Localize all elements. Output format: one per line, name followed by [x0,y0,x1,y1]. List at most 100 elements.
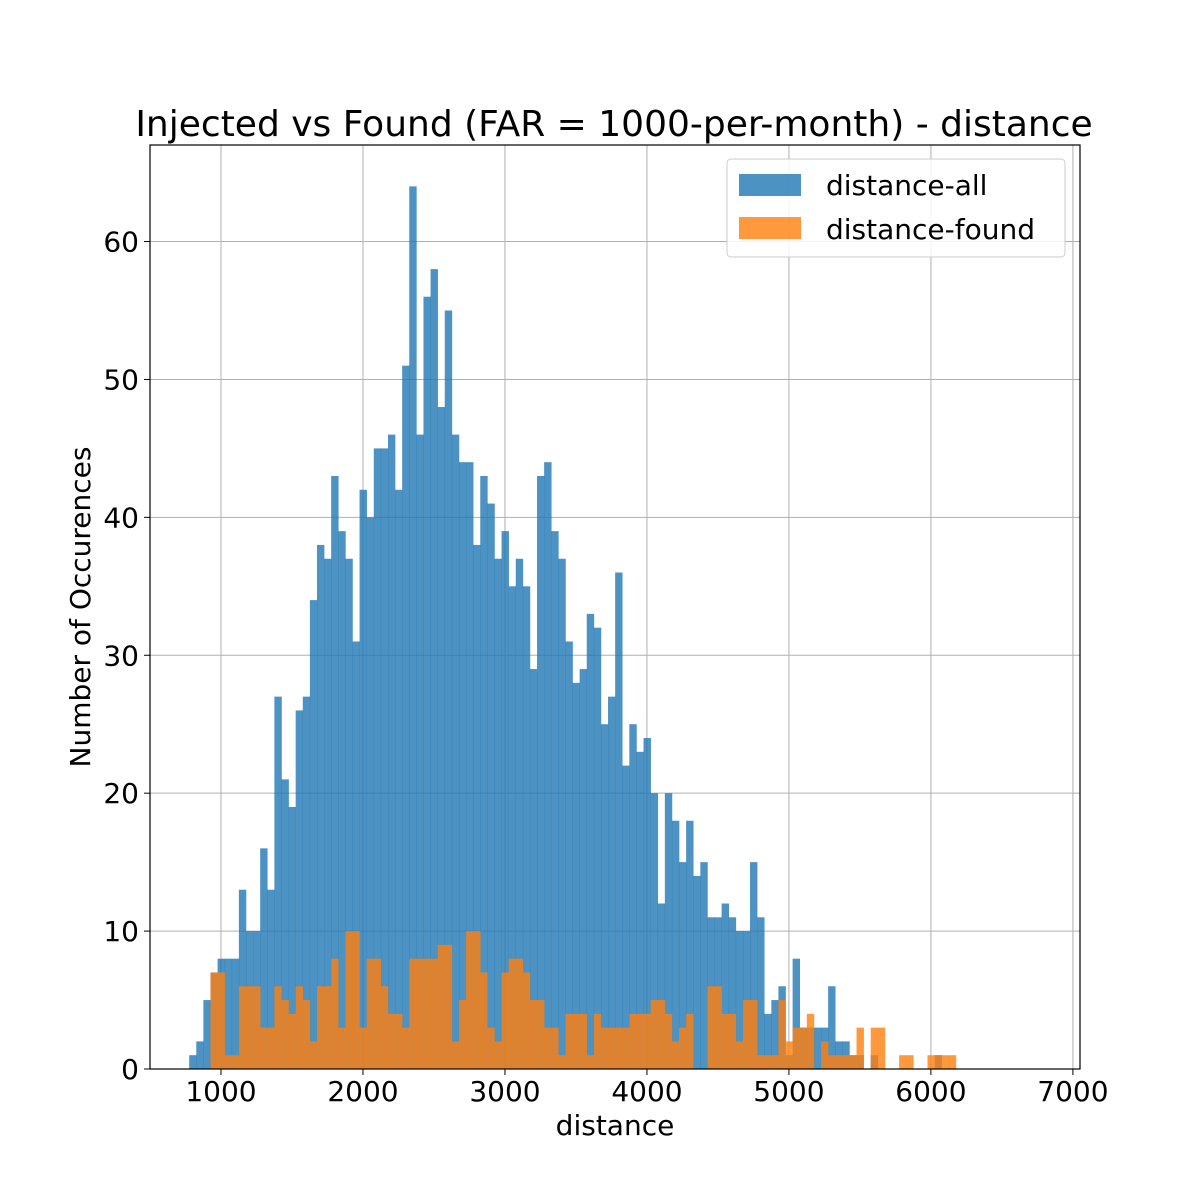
bar-distance-found [316,986,325,1069]
bar-distance-found [487,1027,495,1069]
bar-distance-all [373,448,382,1070]
bar-distance-all [309,600,318,1069]
bar-distance-found [757,1055,765,1069]
bar-distance-all [288,806,296,1069]
bar-distance-all [750,862,758,1069]
bar-distance-found [395,1013,403,1069]
bar-distance-found [927,1055,935,1069]
bar-distance-all [508,586,517,1069]
bar-distance-found [877,1027,886,1069]
bar-distance-all [828,986,836,1069]
bar-distance-found [380,986,389,1069]
x-tick-label: 1000 [185,1075,256,1108]
bar-distance-all [402,365,410,1069]
x-tick-label: 5000 [753,1075,824,1108]
bar-distance-all [721,903,730,1069]
bar-distance-all [629,724,637,1069]
bar-distance-all [586,613,595,1069]
bar-distance-all [636,751,644,1069]
bar-distance-all [593,627,602,1069]
bar-distance-all [437,407,446,1069]
bar-distance-found [544,1027,552,1069]
y-tick-label: 0 [121,1053,139,1086]
bar-distance-all [331,475,339,1069]
bar-distance-all [735,931,744,1069]
bar-distance-all [480,475,488,1069]
bar-distance-found [636,1013,644,1069]
bar-distance-found [522,972,531,1069]
bar-distance-found [835,1055,843,1069]
bar-distance-all [316,544,325,1069]
bar-distance-found [792,1027,801,1069]
bar-distance-found [686,1013,694,1069]
bar-distance-all [473,544,481,1069]
bar-distance-found [679,1027,687,1069]
bar-distance-all [281,779,289,1069]
bar-distance-all [529,669,538,1069]
bar-distance-found [537,1000,545,1069]
bar-distance-found [821,1041,829,1069]
bar-distance-found [870,1027,879,1069]
bar-distance-all [664,793,673,1069]
bar-distance-all [522,586,531,1069]
bar-distance-found [948,1055,957,1069]
bar-distance-found [664,1013,673,1069]
bar-distance-found [608,1027,616,1069]
bar-distance-found [366,958,375,1069]
bar-distance-all [451,434,460,1069]
bar-distance-all [430,269,438,1070]
bar-distance-all [359,489,367,1069]
bar-distance-found [941,1055,950,1069]
bar-distance-all [643,738,651,1069]
bar-distance-all [558,558,566,1069]
y-tick-label: 50 [103,363,139,396]
bar-distance-found [295,986,304,1069]
bar-distance-all [757,917,765,1069]
legend-label-distance-found: distance-found [826,213,1035,246]
bar-distance-found [551,1027,559,1069]
bar-distance-found [409,958,417,1069]
y-axis-label: Number of Occurences [64,447,97,768]
bar-distance-found [423,958,431,1069]
series-distance-all-bars [189,186,943,1070]
bar-distance-all [494,558,502,1069]
bar-distance-found [458,1000,467,1069]
bar-distance-all [324,558,332,1069]
bar-distance-found [309,1041,318,1069]
x-tick-label: 3000 [469,1075,540,1108]
bar-distance-found [899,1055,907,1069]
bar-distance-found [828,1055,836,1069]
bar-distance-found [345,931,353,1069]
bar-distance-all [302,696,311,1069]
bar-distance-found [657,1000,666,1069]
bar-distance-all [366,517,375,1069]
bar-distance-found [515,958,524,1069]
bar-distance-all [657,903,666,1069]
bar-distance-found [565,1013,573,1069]
bar-distance-all [671,820,680,1069]
bar-distance-found [906,1055,914,1069]
bar-distance-found [224,1055,233,1069]
bar-distance-found [253,986,261,1069]
bar-distance-found [742,1000,751,1069]
bar-distance-found [444,944,453,1069]
bar-distance-found [934,1055,943,1069]
bar-distance-all [565,641,573,1069]
bar-distance-all [409,186,417,1069]
bar-distance-all [260,848,268,1069]
bar-distance-found [771,1055,779,1069]
bar-distance-found [437,944,446,1069]
bar-distance-found [629,1013,637,1069]
bar-distance-all [295,710,304,1069]
bar-distance-found [593,1013,602,1069]
bar-distance-all [792,958,801,1069]
bar-distance-all [572,682,580,1069]
legend-label-distance-all: distance-all [826,169,987,202]
bar-distance-found [735,1041,744,1069]
bar-distance-found [778,1000,786,1069]
bar-distance-found [579,1013,588,1069]
legend-swatch-distance-found [739,217,801,239]
bar-distance-found [799,1027,808,1069]
bar-distance-found [849,1055,857,1069]
